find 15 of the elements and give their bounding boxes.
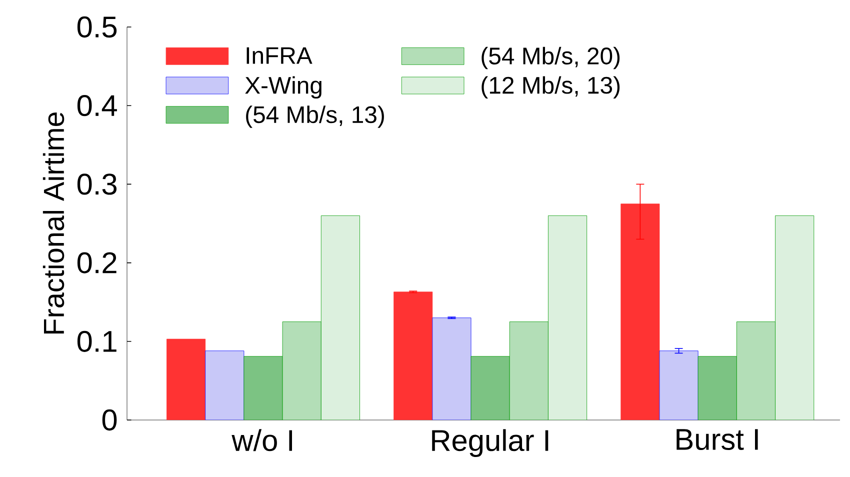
x-tick-label: Burst I	[676, 429, 758, 450]
y-tick-label: 0.4	[77, 95, 117, 116]
y-tick-label: 0.3	[77, 174, 117, 195]
legend-label: InFRA	[246, 47, 312, 64]
y-tick-label: 0.1	[77, 330, 116, 352]
x-tick-label: w/o I	[232, 429, 292, 452]
y-axis-title: Fractional Airtime	[42, 112, 64, 334]
y-tick-label: 0	[102, 409, 117, 431]
y-tick-label: 0.5	[77, 16, 117, 38]
legend-label: (54 Mb/s, 20)	[482, 46, 620, 70]
y-tick-label: 0.2	[77, 252, 116, 274]
legend-label: (54 Mb/s, 13)	[246, 106, 384, 128]
legend-label: X-Wing	[245, 76, 322, 99]
legend-label: (12 Mb/s, 13)	[482, 76, 620, 99]
x-tick-label: Regular I	[432, 429, 548, 458]
